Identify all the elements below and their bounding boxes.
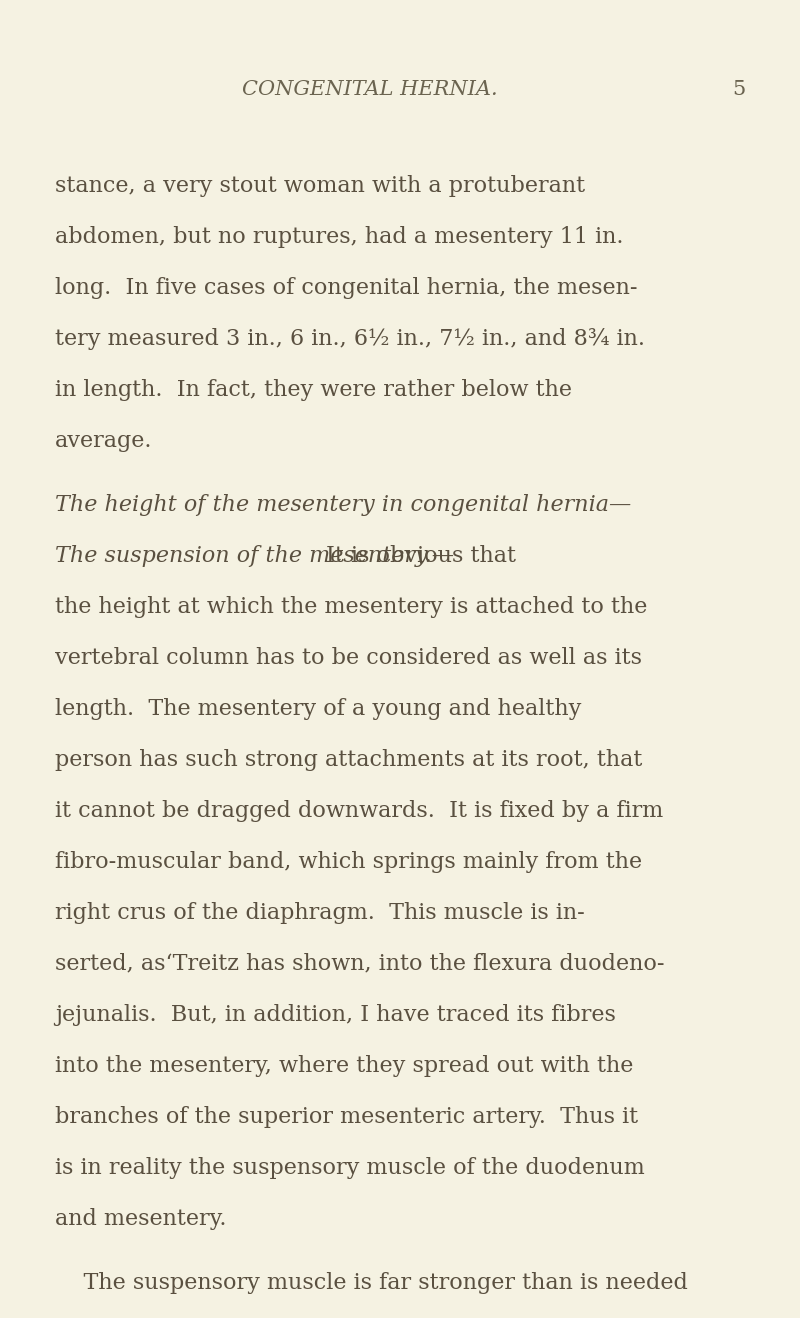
Text: average.: average. <box>55 430 153 452</box>
Text: 5: 5 <box>732 80 745 99</box>
Text: fibro-muscular band, which springs mainly from the: fibro-muscular band, which springs mainl… <box>55 850 642 873</box>
Text: long.  In five cases of congenital hernia, the mesen-: long. In five cases of congenital hernia… <box>55 277 638 299</box>
Text: jejunalis.  But, in addition, I have traced its fibres: jejunalis. But, in addition, I have trac… <box>55 1004 616 1025</box>
Text: in length.  In fact, they were rather below the: in length. In fact, they were rather bel… <box>55 380 572 401</box>
Text: length.  The mesentery of a young and healthy: length. The mesentery of a young and hea… <box>55 697 582 720</box>
Text: CONGENITAL HERNIA.: CONGENITAL HERNIA. <box>242 80 498 99</box>
Text: The height of the mesentery in congenital hernia—: The height of the mesentery in congenita… <box>55 494 631 515</box>
Text: vertebral column has to be considered as well as its: vertebral column has to be considered as… <box>55 647 642 668</box>
Text: stance, a very stout woman with a protuberant: stance, a very stout woman with a protub… <box>55 175 585 196</box>
Text: The suspension of the mesentery.—: The suspension of the mesentery.— <box>55 544 454 567</box>
Text: is in reality the suspensory muscle of the duodenum: is in reality the suspensory muscle of t… <box>55 1157 645 1178</box>
Text: right crus of the diaphragm.  This muscle is in-: right crus of the diaphragm. This muscle… <box>55 902 585 924</box>
Text: and mesentery.: and mesentery. <box>55 1207 226 1230</box>
Text: into the mesentery, where they spread out with the: into the mesentery, where they spread ou… <box>55 1054 634 1077</box>
Text: abdomen, but no ruptures, had a mesentery 11 in.: abdomen, but no ruptures, had a mesenter… <box>55 225 623 248</box>
Text: serted, as‘Treitz has shown, into the flexura duodeno-: serted, as‘Treitz has shown, into the fl… <box>55 953 665 975</box>
Text: it cannot be dragged downwards.  It is fixed by a firm: it cannot be dragged downwards. It is fi… <box>55 800 663 821</box>
Text: tery measured 3 in., 6 in., 6½ in., 7½ in., and 8¾ in.: tery measured 3 in., 6 in., 6½ in., 7½ i… <box>55 328 645 351</box>
Text: branches of the superior mesenteric artery.  Thus it: branches of the superior mesenteric arte… <box>55 1106 638 1128</box>
Text: person has such strong attachments at its root, that: person has such strong attachments at it… <box>55 749 642 771</box>
Text: the height at which the mesentery is attached to the: the height at which the mesentery is att… <box>55 596 647 618</box>
Text: The suspensory muscle is far stronger than is needed: The suspensory muscle is far stronger th… <box>55 1272 688 1293</box>
Text: It is obvious that: It is obvious that <box>326 544 515 567</box>
